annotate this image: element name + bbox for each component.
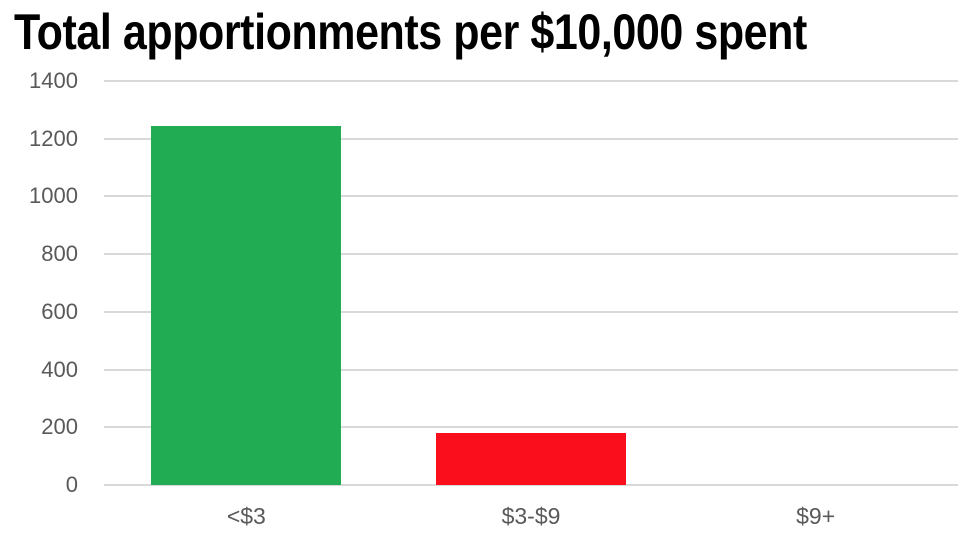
gridline bbox=[104, 484, 958, 486]
gridline bbox=[104, 426, 958, 429]
gridline bbox=[104, 80, 958, 82]
y-axis-tick-label: 1400 bbox=[29, 68, 78, 93]
y-axis-tick-label: 600 bbox=[41, 298, 78, 324]
y-axis-tick-label: 0 bbox=[65, 472, 78, 497]
y-axis-tick-label: 400 bbox=[41, 356, 78, 382]
gridline bbox=[104, 368, 958, 371]
gridline bbox=[104, 253, 958, 256]
y-axis-tick-label: 1000 bbox=[29, 183, 78, 209]
chart-title: Total apportionments per $10,000 spent bbox=[14, 4, 807, 60]
gridline bbox=[104, 137, 958, 140]
y-axis-tick-label: 200 bbox=[41, 414, 78, 440]
x-axis-category-label: $3-$9 bbox=[501, 503, 561, 529]
y-axis-tick-label: 1200 bbox=[29, 125, 78, 151]
gridline bbox=[104, 195, 958, 198]
x-axis-category-label: <$3 bbox=[226, 503, 266, 529]
gridline bbox=[104, 310, 958, 313]
x-axis-category-label: $9+ bbox=[796, 503, 836, 529]
y-axis-tick-label: 800 bbox=[41, 241, 78, 267]
bar-1 bbox=[151, 125, 342, 485]
bar-2 bbox=[436, 433, 626, 485]
